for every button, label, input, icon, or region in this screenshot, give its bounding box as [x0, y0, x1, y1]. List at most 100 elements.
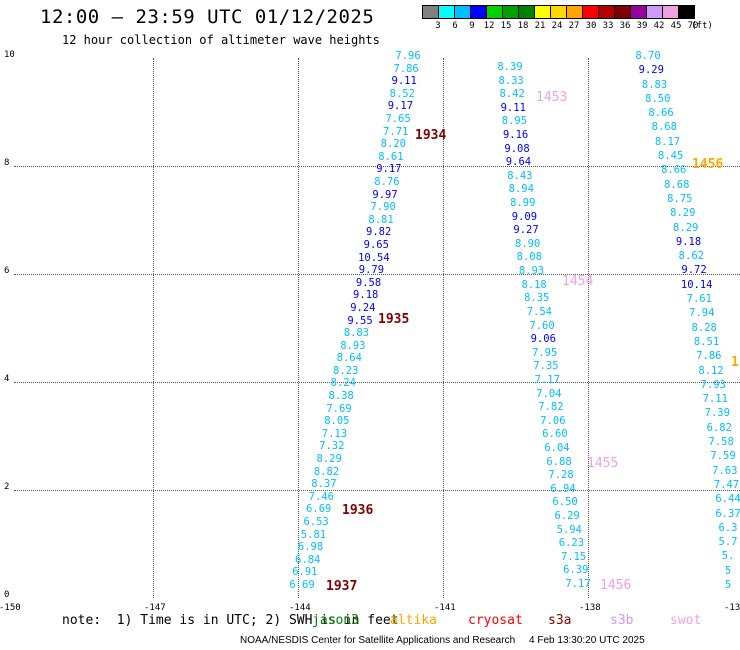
x-tick-label: -135: [724, 603, 740, 613]
wave-height-value: 6.88: [546, 455, 572, 468]
wave-height-value: 5: [724, 579, 732, 591]
wave-height-value: 10.14: [680, 278, 713, 291]
x-tick-label: -147: [144, 603, 166, 613]
wave-height-value: 7.63: [712, 464, 738, 477]
legend-label: 45: [670, 21, 682, 31]
legend-swatches: [422, 5, 732, 19]
wave-height-value: 7.13: [321, 427, 348, 440]
wave-height-value: 5.: [721, 550, 735, 563]
wave-height-value: 8.35: [524, 292, 550, 305]
wave-height-value: 8.75: [667, 192, 693, 205]
wave-height-value: 9.82: [366, 226, 392, 239]
x-tick-label: -144: [289, 603, 311, 613]
legend-label: 6: [452, 21, 458, 31]
wave-height-value: 8.20: [380, 138, 406, 151]
x-tick-label: -150: [0, 603, 21, 613]
grid-line-vertical: [153, 58, 154, 598]
grid-line-horizontal: [14, 382, 740, 383]
wave-height-value: 8.12: [698, 364, 724, 377]
wave-height-value: 9.29: [638, 64, 664, 77]
wave-height-value: 7.94: [689, 307, 715, 320]
grid-line-horizontal: [14, 490, 740, 491]
wave-height-value: 6.69: [306, 503, 332, 516]
wave-height-value: 9.18: [675, 235, 702, 248]
wave-height-value: 7.86: [696, 350, 722, 363]
wave-height-value: 8.64: [336, 352, 362, 365]
wave-height-value: 8.43: [507, 169, 533, 182]
wave-height-value: 8.23: [333, 364, 359, 377]
wave-height-value: 7.04: [536, 387, 562, 400]
wave-height-value: 8.29: [673, 221, 699, 234]
wave-height-value: 8.42: [499, 88, 525, 101]
wave-height-value: 6.44: [715, 493, 740, 506]
wave-height-value: 9.16: [502, 129, 529, 142]
legend-swatch: [678, 5, 695, 19]
wave-height-value: 8.50: [645, 92, 671, 105]
wave-height-value: 7.46: [308, 490, 334, 503]
wave-height-value: 8.29: [316, 453, 342, 466]
satellite-label-swot: swot: [670, 613, 702, 628]
y-tick-label: 0: [4, 590, 10, 600]
wave-height-value: 8.18: [521, 278, 547, 291]
y-tick-label: 10: [4, 50, 15, 60]
legend-label: 15: [500, 21, 512, 31]
wave-height-value: 7.17: [534, 373, 560, 386]
wave-height-value: 9.17: [376, 163, 402, 176]
satellite-label-jason3: jason3: [312, 613, 359, 628]
wave-height-value: 6.69: [289, 579, 315, 591]
wave-height-value: 9.11: [391, 75, 417, 88]
wave-height-value: 8.08: [516, 251, 542, 264]
wave-height-value: 8.28: [691, 321, 717, 334]
wave-height-value: 7.90: [370, 201, 396, 214]
wave-height-value: 9.55: [347, 314, 373, 327]
wave-height-value: 6.39: [563, 564, 589, 577]
wave-height-value: 9.09: [511, 210, 538, 223]
wave-height-value: 7.39: [704, 407, 730, 420]
wave-height-value: 7.95: [531, 346, 558, 359]
wave-height-value: 8.68: [651, 121, 677, 134]
satellite-label-s3b: s3b: [610, 613, 634, 628]
wave-height-value: 6.98: [297, 541, 324, 554]
wave-height-value: 6.29: [554, 509, 580, 522]
wave-height-value: 7.06: [540, 414, 566, 427]
wave-height-value: 8.70: [635, 50, 661, 62]
grid-line-vertical: [588, 58, 589, 598]
wave-height-value: 7.28: [548, 469, 574, 482]
y-tick-label: 6: [4, 266, 10, 276]
legend-label: (ft): [691, 21, 713, 31]
legend-label: 27: [568, 21, 580, 31]
wave-height-value: 9.24: [350, 301, 376, 314]
wave-height-value: 9.79: [358, 264, 385, 277]
wave-height-value: 5.81: [300, 528, 327, 541]
pass-time-label: 1: [731, 355, 739, 370]
wave-height-value: 9.65: [363, 238, 389, 251]
wave-height-value: 5: [724, 564, 732, 577]
wave-height-value: 8.61: [378, 150, 404, 163]
wave-height-value: 8.94: [508, 183, 534, 196]
pass-time-label: 1934: [415, 128, 447, 143]
wave-height-value: 7.15: [560, 550, 587, 563]
map-subtitle: 12 hour collection of altimeter wave hei…: [62, 33, 380, 47]
wave-height-value: 7.93: [700, 378, 726, 391]
wave-height-value: 7.32: [319, 440, 345, 453]
wave-height-value: 9.06: [530, 333, 556, 346]
y-tick-label: 4: [4, 374, 10, 384]
wave-height-value: 8.24: [330, 377, 356, 390]
wave-height-value: 6.60: [542, 428, 568, 441]
note-text: note: 1) Time is in UTC; 2) SWH is in fe…: [62, 613, 399, 628]
wave-height-value: 8.05: [324, 415, 350, 428]
wave-height-value: 8.68: [664, 178, 690, 191]
wave-height-value: 6.3: [718, 521, 738, 534]
legend-label: 70: [687, 21, 699, 31]
satellite-label-s3a: s3a: [548, 613, 572, 628]
wave-height-value: 9.64: [505, 156, 532, 169]
grid-line-horizontal: [14, 274, 740, 275]
wave-height-value: 6.23: [558, 537, 585, 550]
grid-line-vertical: [298, 58, 299, 598]
wave-height-value: 7.47: [713, 478, 740, 491]
wave-height-value: 7.60: [529, 319, 555, 332]
wave-height-value: 8.38: [328, 390, 354, 403]
legend-labels: 3 6 9 12 15 18 21 24 27 30 33 36 39 42 45 70 (ft): [422, 19, 732, 31]
wave-height-value: 7.11: [702, 393, 728, 406]
wave-height-value: 9.58: [355, 276, 382, 289]
